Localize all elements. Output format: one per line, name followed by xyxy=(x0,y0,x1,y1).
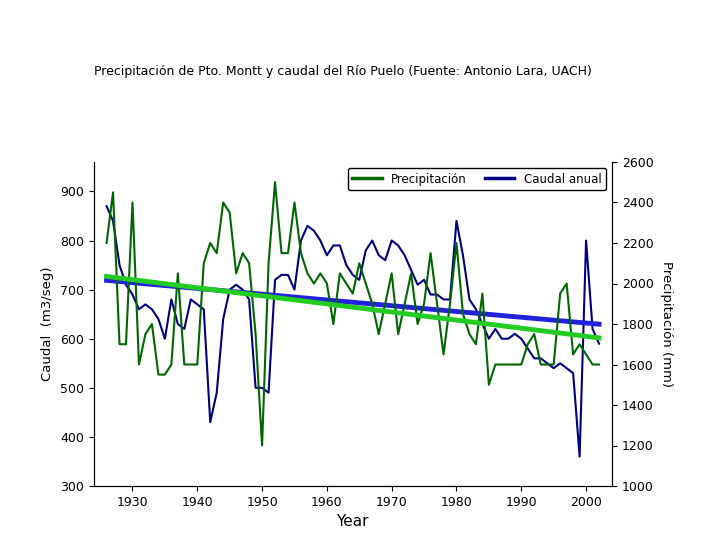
X-axis label: Year: Year xyxy=(336,514,369,529)
Text: Nuestro clima cambiante: Chile: Nuestro clima cambiante: Chile xyxy=(174,19,546,43)
Y-axis label: Precipitación (mm): Precipitación (mm) xyxy=(660,261,673,387)
Text: Precipitación de Pto. Montt y caudal del Río Puelo (Fuente: Antonio Lara, UACH): Precipitación de Pto. Montt y caudal del… xyxy=(94,65,591,78)
Legend: Precipitación, Caudal anual: Precipitación, Caudal anual xyxy=(348,168,606,190)
Y-axis label: Caudal  (m3/seg): Caudal (m3/seg) xyxy=(41,267,54,381)
